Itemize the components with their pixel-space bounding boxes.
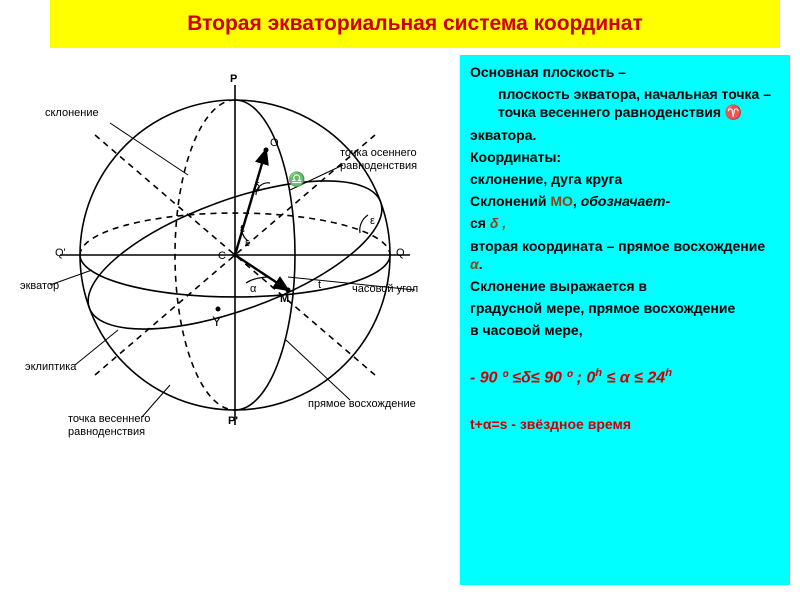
title-bar: Вторая экваториальная система координат [50, 0, 780, 48]
label-eps3: ε [370, 215, 375, 227]
label-Qprime: Q' [55, 247, 66, 259]
txt-l8: вторая координата – прямое восхождение α… [470, 237, 780, 273]
ext-hourangle: часовой угол [352, 283, 418, 295]
txt-l2: плоскость экватора, начальная точка – то… [470, 85, 780, 121]
ext-ecliptic: эклиптика [25, 361, 76, 373]
txt-l6: Склонений МО, обозначает- [470, 192, 780, 210]
ext-vernal-l1: точка весеннего [68, 413, 150, 425]
txt-l5: склонение, дуга круга [470, 170, 780, 188]
label-eps2: ε [245, 237, 250, 249]
label-M: M [280, 293, 289, 305]
txt-l9: Склонение выражается в [470, 277, 780, 295]
ext-rightascension: прямое восхождение [308, 398, 416, 410]
label-Q: Q [396, 247, 405, 259]
label-t: t [318, 279, 321, 291]
txt-l7: ся δ , [470, 214, 780, 232]
label-eps1: ε [240, 223, 245, 235]
label-P: P [230, 73, 237, 85]
txt-l10: градусной мере, прямое восхождение [470, 299, 780, 317]
txt-l11: в часовой мере, [470, 321, 780, 339]
txt-sidereal: t+α=s - звёздное время [470, 415, 780, 433]
txt-l3: экватора. [470, 126, 780, 144]
txt-range: - 90 º ≤δ≤ 90 º ; 0h ≤ α ≤ 24h [470, 366, 780, 389]
label-libra: ♎ [288, 171, 305, 188]
label-C: C [218, 250, 226, 262]
label-Pprime: P' [228, 415, 238, 427]
ext-declination: склонение [45, 107, 99, 119]
txt-l4: Координаты: [470, 148, 780, 166]
description-panel: Основная плоскость – плоскость экватора,… [460, 55, 790, 585]
txt-l1: Основная плоскость – [470, 63, 780, 81]
label-alpha: α [250, 283, 256, 295]
label-aries: ϒ [212, 313, 223, 329]
ext-autumnal-l2: равноденствия [340, 160, 417, 172]
slide-title: Вторая экваториальная система координат [187, 12, 643, 36]
ext-vernal-l2: равноденствия [68, 426, 145, 438]
label-delta: δ [254, 181, 260, 193]
slide: Вторая экваториальная система координат [0, 0, 800, 600]
ext-autumnal-l1: точка осеннего [340, 147, 417, 159]
ext-equator: экватор [20, 280, 59, 292]
label-O: O [270, 137, 279, 149]
celestial-diagram: P P' Q Q' O C M δ α ε ε ε ϒ ♎ t склонени… [20, 55, 450, 455]
